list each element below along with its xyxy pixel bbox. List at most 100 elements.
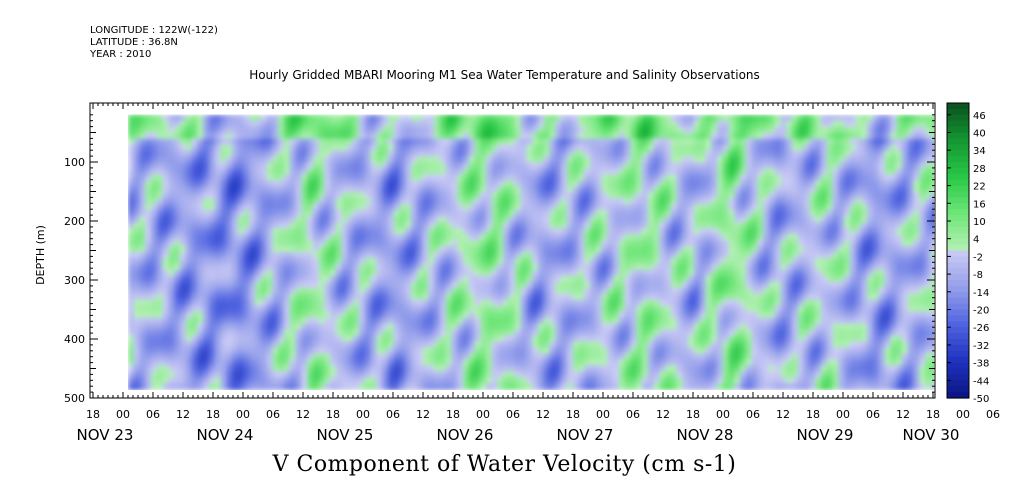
heatmap-cell xyxy=(151,228,158,236)
heatmap-cell xyxy=(745,377,753,385)
heatmap-cell xyxy=(283,204,291,212)
heatmap-cell xyxy=(382,299,389,307)
heatmap-cell xyxy=(353,317,360,325)
heatmap-cell xyxy=(555,204,563,212)
heatmap-cell xyxy=(722,210,730,218)
heatmap-cell xyxy=(359,317,366,325)
heatmap-cell xyxy=(162,281,170,289)
heatmap-cell xyxy=(318,359,326,367)
heatmap-cell xyxy=(694,287,701,295)
heatmap-cell xyxy=(682,275,690,283)
heatmap-cell xyxy=(618,323,626,331)
heatmap-cell xyxy=(439,234,447,242)
heatmap-cell xyxy=(734,257,742,265)
heatmap-cell xyxy=(653,263,661,271)
heatmap-cell xyxy=(422,192,430,200)
heatmap-cell xyxy=(272,353,280,361)
heatmap-cell xyxy=(670,329,678,337)
heatmap-cell xyxy=(283,138,291,146)
heatmap-cell xyxy=(491,114,499,122)
heatmap-cell xyxy=(191,311,199,319)
heatmap-cell xyxy=(624,341,632,349)
heatmap-cell xyxy=(243,299,251,307)
heatmap-cell xyxy=(174,216,181,224)
heatmap-cell xyxy=(491,359,499,367)
heatmap-cell xyxy=(289,275,297,283)
heatmap-cell xyxy=(682,186,690,194)
heatmap-cell xyxy=(624,120,632,128)
heatmap-cell xyxy=(497,335,505,343)
heatmap-cell xyxy=(445,138,453,146)
heatmap-cell xyxy=(613,156,620,164)
heatmap-cell xyxy=(659,210,667,218)
heatmap-cell xyxy=(335,252,343,259)
heatmap-cell xyxy=(445,341,453,349)
heatmap-cell xyxy=(584,365,591,373)
heatmap-cell xyxy=(566,252,574,259)
heatmap-cell xyxy=(382,210,389,218)
heatmap-cell xyxy=(151,311,158,319)
heatmap-cell xyxy=(214,180,222,188)
heatmap-cell xyxy=(364,192,372,200)
heatmap-cell xyxy=(595,216,603,224)
heatmap-cell xyxy=(457,341,464,349)
heatmap-cell xyxy=(428,347,436,355)
heatmap-cell xyxy=(249,234,257,242)
heatmap-cell xyxy=(156,126,164,134)
heatmap-cell xyxy=(532,371,540,379)
heatmap-cell xyxy=(399,299,407,307)
heatmap-cell xyxy=(584,347,591,355)
heatmap-cell xyxy=(231,371,239,379)
heatmap-cell xyxy=(324,120,332,128)
heatmap-cell xyxy=(740,168,747,176)
heatmap-cell xyxy=(451,210,459,218)
heatmap-cell xyxy=(278,120,285,128)
heatmap-cell xyxy=(457,126,464,134)
heatmap-cell xyxy=(445,311,453,319)
heatmap-cell xyxy=(503,168,511,176)
heatmap-cell xyxy=(278,299,285,307)
heatmap-cell xyxy=(376,126,384,134)
heatmap-cell xyxy=(295,168,303,176)
heatmap-cell xyxy=(260,317,268,325)
heatmap-cell xyxy=(642,353,649,361)
heatmap-cell xyxy=(226,222,233,230)
heatmap-cell xyxy=(283,162,291,170)
heatmap-cell xyxy=(283,240,291,247)
heatmap-cell xyxy=(584,353,591,361)
heatmap-cell xyxy=(133,371,141,379)
heatmap-cell xyxy=(676,269,684,277)
heatmap-cell xyxy=(255,299,262,307)
heatmap-cell xyxy=(526,281,534,289)
heatmap-cell xyxy=(330,383,337,390)
heatmap-cell xyxy=(705,287,713,295)
heatmap-cell xyxy=(318,299,326,307)
heatmap-cell xyxy=(405,210,412,218)
heatmap-cell xyxy=(347,114,355,122)
heatmap-cell xyxy=(543,222,551,230)
heatmap-cell xyxy=(359,287,366,295)
heatmap-cell xyxy=(133,246,141,253)
heatmap-cell xyxy=(636,216,643,224)
heatmap-cell xyxy=(295,257,303,265)
heatmap-cell xyxy=(347,353,355,361)
heatmap-cell xyxy=(722,323,730,331)
heatmap-cell xyxy=(636,353,643,361)
heatmap-cell xyxy=(630,126,638,134)
heatmap-cell xyxy=(416,180,424,188)
heatmap-cell xyxy=(694,365,701,373)
heatmap-cell xyxy=(711,269,719,277)
heatmap-cell xyxy=(740,329,747,337)
heatmap-cell xyxy=(647,126,655,134)
heatmap-cell xyxy=(636,198,643,206)
heatmap-cell xyxy=(405,228,412,236)
heatmap-cell xyxy=(249,281,257,289)
heatmap-cell xyxy=(330,216,337,224)
heatmap-cell xyxy=(751,138,759,146)
heatmap-cell xyxy=(659,150,667,158)
heatmap-cell xyxy=(347,192,355,200)
heatmap-cell xyxy=(422,216,430,224)
heatmap-cell xyxy=(307,174,314,182)
heatmap-cell xyxy=(497,275,505,283)
heatmap-cell xyxy=(463,120,470,128)
